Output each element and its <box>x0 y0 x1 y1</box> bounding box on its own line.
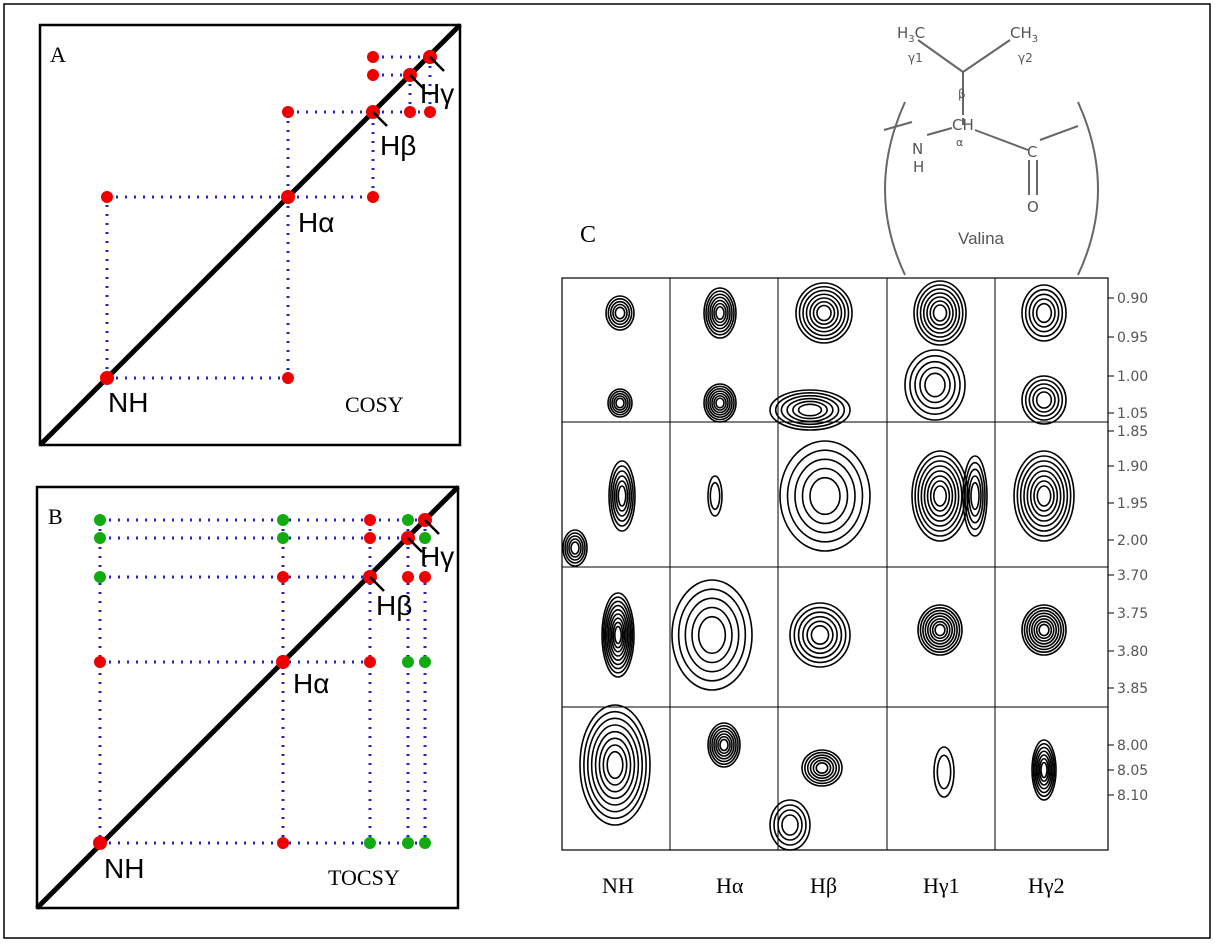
diagonal-peak <box>276 655 290 669</box>
column-label: Hβ <box>810 873 837 898</box>
cross-peak <box>282 106 294 118</box>
structure-name: Valina <box>958 229 1005 248</box>
tick-label: 0.90 <box>1117 291 1148 307</box>
experiment-name: COSY <box>345 392 404 417</box>
diagonal-peak <box>100 371 114 385</box>
peak-label: Hα <box>293 668 329 699</box>
atom-part: C <box>915 24 925 42</box>
cross-peak <box>277 571 289 583</box>
atom-label: C <box>1027 143 1037 161</box>
cross-peak <box>364 837 376 849</box>
column-label: Hγ1 <box>923 873 960 898</box>
peak-label: Hβ <box>380 130 416 161</box>
cross-peak <box>419 656 431 668</box>
cross-peak <box>402 571 414 583</box>
tick-label: 8.00 <box>1117 738 1148 754</box>
column-label: Hγ2 <box>1028 873 1065 898</box>
atom-label: O <box>1027 198 1039 216</box>
diagonal-peak <box>93 836 107 850</box>
tick-label: 1.00 <box>1117 369 1148 385</box>
cross-peak <box>367 69 379 81</box>
cross-peak <box>277 514 289 526</box>
cross-peak <box>404 106 416 118</box>
cross-peak <box>364 532 376 544</box>
cross-peak <box>364 514 376 526</box>
cross-peak <box>364 656 376 668</box>
cross-peak <box>277 532 289 544</box>
tick-label: 3.70 <box>1117 568 1148 584</box>
peak-label: Hγ <box>420 541 454 572</box>
peak-label: Hα <box>298 207 334 238</box>
cross-peak <box>419 571 431 583</box>
tick-label: 1.85 <box>1117 424 1148 440</box>
column-label: Hα <box>716 873 744 898</box>
peak-label: Hγ <box>420 78 454 109</box>
atom-part: H <box>897 24 908 42</box>
atom-label: CH <box>952 116 974 134</box>
figure: H3CCH3γ1βγ2NHCHαCOValina AHγHβHαNHCOSYBH… <box>0 0 1215 943</box>
cross-peak <box>402 514 414 526</box>
cross-peak <box>367 51 379 63</box>
cross-peak <box>402 656 414 668</box>
atom-part: CH <box>1010 24 1032 42</box>
experiment-name: TOCSY <box>328 865 400 890</box>
cross-peak <box>367 191 379 203</box>
tick-label: 3.80 <box>1117 644 1148 660</box>
panel-label: B <box>48 504 63 529</box>
tick-label: 0.95 <box>1117 330 1148 346</box>
peak-label: NH <box>108 387 148 418</box>
greek-label: γ1 <box>908 51 923 65</box>
tick-label: 1.05 <box>1117 406 1148 422</box>
diagonal-peak <box>281 190 295 204</box>
cross-peak <box>94 656 106 668</box>
tick-label: 8.10 <box>1117 788 1148 804</box>
cross-peak <box>94 532 106 544</box>
greek-label: α <box>956 136 963 149</box>
tick-label: 1.90 <box>1117 459 1148 475</box>
tick-label: 1.95 <box>1117 496 1148 512</box>
cross-peak <box>94 514 106 526</box>
cross-peak <box>94 571 106 583</box>
atom-label: H <box>913 158 924 176</box>
panel-label: C <box>580 222 596 248</box>
tick-label: 3.75 <box>1117 606 1148 622</box>
cross-peak <box>402 837 414 849</box>
peak-label: NH <box>104 853 144 884</box>
cross-peak <box>419 837 431 849</box>
atom-part: 3 <box>1032 34 1038 45</box>
atom-label: N <box>912 140 923 158</box>
tick-label: 2.00 <box>1117 533 1148 549</box>
cross-peak <box>277 837 289 849</box>
greek-label: β <box>958 87 966 101</box>
peak-label: Hβ <box>376 590 412 621</box>
cross-peak <box>282 372 294 384</box>
greek-label: γ2 <box>1018 51 1033 65</box>
panel-label: A <box>50 42 66 67</box>
tick-label: 3.85 <box>1117 681 1148 697</box>
tick-label: 8.05 <box>1117 763 1148 779</box>
cross-peak <box>101 191 113 203</box>
column-label: NH <box>602 873 634 898</box>
